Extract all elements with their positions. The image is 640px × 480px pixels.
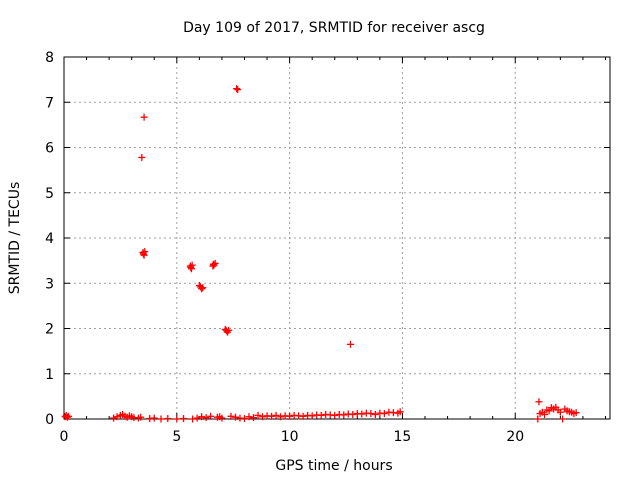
data-point: [137, 413, 145, 421]
data-point: [572, 409, 580, 417]
data-point: [340, 411, 348, 419]
data-point: [140, 251, 148, 259]
y-tick-label: 3: [45, 276, 54, 292]
data-point: [371, 410, 379, 418]
data-point: [193, 414, 201, 422]
data-point: [331, 411, 339, 419]
data-point: [157, 415, 165, 423]
data-point: [535, 398, 543, 406]
data-point: [198, 285, 206, 293]
data-point: [189, 415, 197, 423]
data-point: [277, 413, 285, 421]
x-tick-label: 0: [60, 429, 69, 445]
data-point: [173, 415, 181, 423]
data-point: [380, 410, 388, 418]
y-tick-label: 0: [45, 412, 54, 428]
data-point: [202, 414, 210, 422]
data-point: [534, 415, 542, 423]
data-point: [317, 411, 325, 419]
y-tick-label: 4: [45, 231, 54, 247]
data-point: [140, 113, 148, 121]
grid: [64, 57, 610, 419]
x-tick-label: 5: [172, 429, 181, 445]
data-point: [113, 413, 121, 421]
data-point: [138, 153, 146, 161]
y-tick-label: 5: [45, 186, 54, 202]
data-point: [225, 326, 233, 334]
data-point: [207, 412, 215, 420]
x-tick-label: 10: [281, 429, 299, 445]
data-point: [227, 412, 235, 420]
data-point: [541, 410, 549, 418]
data-point: [141, 248, 149, 256]
data-point: [63, 413, 71, 421]
y-tick-label: 7: [45, 95, 54, 111]
data-point: [347, 340, 355, 348]
data-point: [211, 259, 219, 267]
data-point: [150, 414, 158, 422]
data-point: [234, 86, 242, 94]
data-point: [240, 415, 248, 423]
data-point: [272, 411, 280, 419]
data-point: [556, 408, 564, 416]
data-point: [396, 408, 404, 416]
data-point: [299, 412, 307, 420]
data-point: [308, 412, 316, 420]
x-tick-label: 20: [506, 429, 524, 445]
x-axis-label: GPS time / hours: [275, 458, 392, 474]
y-tick-label: 1: [45, 367, 54, 383]
data-point: [180, 415, 188, 423]
data-point: [268, 412, 276, 420]
y-tick-label: 8: [45, 50, 54, 66]
y-tick-label: 2: [45, 322, 54, 338]
data-point: [233, 85, 241, 93]
data-point: [367, 410, 375, 418]
data-point: [358, 410, 366, 418]
data-point: [231, 413, 239, 421]
data-points: [61, 85, 580, 423]
data-point: [164, 415, 172, 423]
y-axis-label: SRMTID / TECUs: [7, 182, 23, 295]
data-point: [254, 411, 262, 419]
data-point: [187, 265, 195, 273]
data-point: [65, 412, 73, 420]
data-point: [559, 415, 567, 423]
y-ticks: 0 1 2 3 4 5 6 7 8: [45, 50, 610, 428]
data-point: [349, 410, 357, 418]
data-point: [110, 414, 118, 422]
data-point: [259, 413, 267, 421]
data-point: [188, 261, 196, 269]
x-tick-label: 15: [394, 429, 412, 445]
chart-title: Day 109 of 2017, SRMTID for receiver asc…: [183, 20, 485, 36]
data-point: [286, 412, 294, 420]
data-point: [198, 413, 206, 421]
data-point: [218, 414, 226, 422]
data-point: [245, 413, 253, 421]
data-point: [199, 284, 207, 292]
y-tick-label: 6: [45, 141, 54, 157]
data-point: [250, 414, 258, 422]
